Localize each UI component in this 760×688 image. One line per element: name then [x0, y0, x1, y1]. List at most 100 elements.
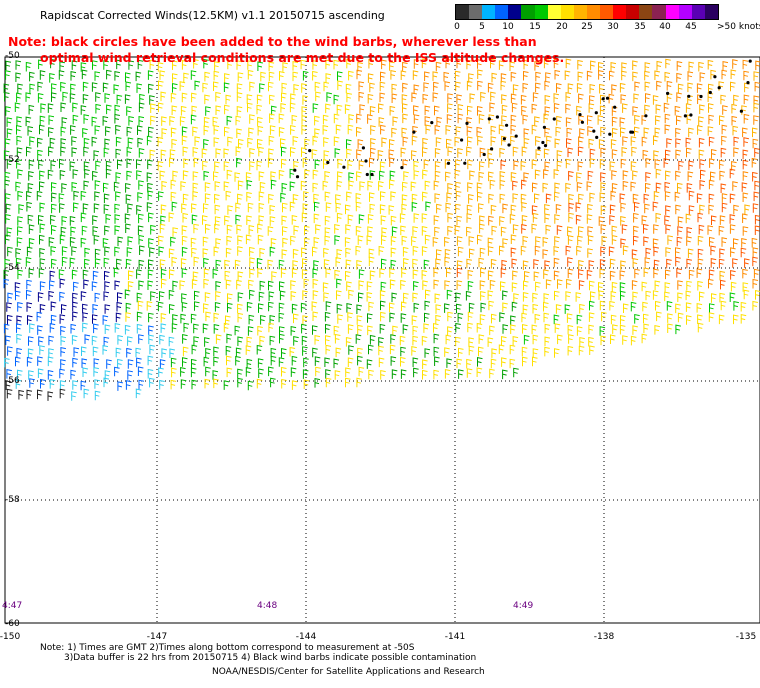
wind-barb	[490, 136, 497, 146]
wind-barb	[447, 212, 453, 223]
wind-barb	[645, 157, 652, 168]
wind-barb	[423, 323, 429, 333]
wind-barb	[500, 268, 507, 278]
wind-barb	[466, 226, 472, 237]
wind-barb	[267, 157, 274, 168]
wind-barb	[237, 312, 244, 323]
wind-barb	[293, 335, 299, 346]
wind-barb	[511, 102, 518, 113]
wind-barb	[545, 224, 552, 235]
wind-barb	[589, 158, 596, 168]
wind-barb	[711, 293, 717, 303]
wind-barb	[158, 80, 164, 91]
quality-circle	[293, 168, 297, 172]
note-line-1: Note: black circles have been added to t…	[8, 34, 537, 49]
wind-barb	[204, 378, 211, 389]
wind-barb	[502, 238, 508, 248]
wind-barb	[161, 278, 167, 289]
wind-barb	[491, 313, 497, 324]
wind-barb	[204, 71, 210, 82]
wind-barb	[226, 367, 233, 378]
wind-barb	[202, 323, 209, 334]
wind-barb	[556, 150, 563, 160]
wind-barb	[138, 334, 144, 344]
wind-barb	[249, 257, 255, 267]
wind-barb	[346, 58, 352, 69]
wind-barb	[292, 260, 298, 270]
wind-barb	[424, 180, 431, 191]
wind-barb	[686, 315, 692, 325]
wind-barb	[542, 236, 549, 247]
wind-barb	[358, 91, 365, 102]
wind-barb	[247, 69, 254, 80]
wind-barb	[104, 324, 111, 334]
wind-barb	[357, 139, 364, 149]
wind-barb	[293, 225, 300, 235]
wind-barb	[546, 135, 552, 146]
quality-circle	[699, 94, 703, 99]
quality-circle	[748, 59, 752, 63]
wind-barb	[522, 304, 529, 314]
quality-circle	[507, 143, 511, 147]
wind-barb	[148, 312, 154, 323]
wind-barb	[157, 102, 164, 113]
wind-barb	[6, 159, 13, 169]
wind-barb	[37, 149, 43, 160]
wind-barb	[190, 114, 197, 125]
wind-barb	[345, 204, 351, 215]
wind-barb	[667, 235, 673, 245]
wind-barb	[345, 224, 351, 234]
wind-barb	[544, 213, 550, 223]
wind-barb	[72, 114, 79, 125]
wind-barb	[113, 267, 120, 278]
wind-barb	[554, 236, 560, 246]
wind-barb	[59, 158, 65, 169]
wind-barb	[379, 161, 386, 171]
wind-barb	[369, 105, 376, 116]
wind-barb	[457, 246, 464, 257]
wind-barb	[281, 347, 287, 358]
wind-barb	[248, 279, 254, 290]
wind-barb	[378, 345, 384, 356]
wind-barb	[169, 269, 175, 279]
wind-barb	[115, 347, 122, 358]
wind-barb	[379, 92, 386, 103]
wind-barb	[455, 126, 462, 136]
wind-barb	[696, 193, 703, 203]
wind-barb	[301, 124, 307, 135]
wind-barb	[664, 113, 671, 124]
wind-barb	[578, 93, 584, 104]
wind-barb	[51, 192, 57, 202]
wind-barb	[237, 180, 244, 190]
wind-barb	[355, 225, 362, 236]
wind-barb	[378, 180, 384, 191]
wind-barb	[532, 356, 538, 367]
wind-barb	[181, 59, 188, 70]
wind-barb	[257, 138, 263, 149]
wind-barb	[159, 291, 165, 301]
wind-barb	[269, 125, 276, 135]
wind-barb	[655, 168, 662, 179]
wind-barb	[500, 226, 507, 237]
wind-barb	[698, 61, 704, 72]
wind-barb	[58, 269, 65, 279]
wind-barb	[213, 346, 219, 357]
wind-barb	[147, 70, 154, 80]
wind-barb	[61, 183, 67, 193]
wind-barb	[719, 170, 725, 181]
wind-barb	[729, 193, 736, 204]
wind-barb	[687, 82, 693, 93]
quality-circle	[613, 105, 617, 109]
wind-barb	[170, 236, 176, 247]
wind-barb	[643, 236, 649, 246]
quality-circle	[592, 129, 596, 133]
wind-barb	[752, 171, 758, 182]
wind-barb	[225, 190, 232, 201]
wind-barb	[411, 201, 418, 212]
wind-barb	[422, 359, 428, 369]
wind-barb	[413, 213, 420, 223]
wind-barb	[743, 137, 749, 147]
wind-barb	[535, 281, 541, 292]
wind-barb	[707, 225, 714, 235]
wind-barb	[337, 158, 343, 169]
